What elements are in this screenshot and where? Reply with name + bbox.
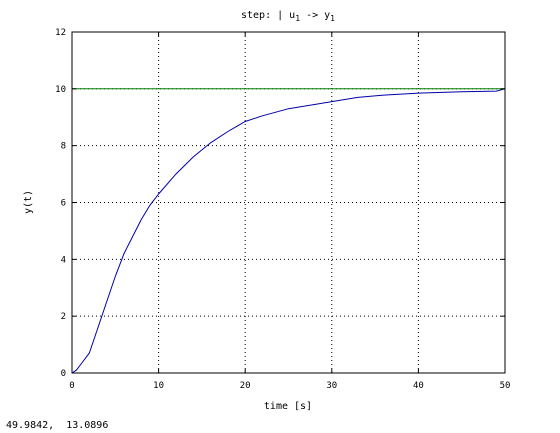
y-tick-label: 4: [61, 255, 66, 265]
y-tick-label: 0: [61, 369, 66, 379]
step-response-line: [71, 88, 506, 374]
x-tick-label: 40: [413, 381, 424, 391]
grid-lines: [72, 32, 505, 373]
data-series: [71, 88, 506, 374]
chart-title: step: | u1 -> y1: [241, 10, 335, 23]
y-tick-label: 10: [55, 85, 66, 95]
x-tick-label: 20: [240, 381, 251, 391]
y-tick-label: 8: [61, 142, 66, 152]
coordinate-readout: 49.9842, 13.0896: [6, 420, 109, 431]
y-tick-label: 12: [55, 28, 66, 38]
x-tick-label: 10: [153, 381, 164, 391]
axis-ticks: 0 10 20 30 40 50 0 2 4 6 8 10 12: [55, 28, 510, 391]
x-tick-label: 30: [326, 381, 337, 391]
y-tick-label: 6: [61, 199, 66, 209]
y-axis-label: y(t): [23, 190, 34, 214]
x-axis-label: time [s]: [264, 401, 312, 412]
y-tick-label: 2: [61, 312, 66, 322]
x-tick-label: 50: [500, 381, 511, 391]
x-tick-label: 0: [69, 381, 74, 391]
